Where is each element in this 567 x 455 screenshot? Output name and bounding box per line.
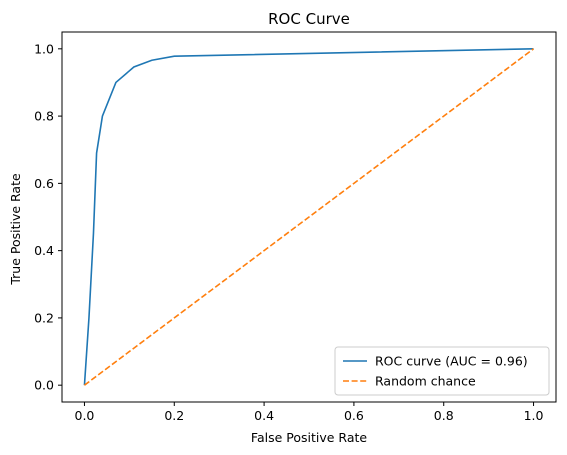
legend-entry-label: ROC curve (AUC = 0.96) — [375, 354, 528, 369]
y-tick-label: 1.0 — [34, 41, 54, 56]
y-axis-label: True Positive Rate — [8, 173, 23, 286]
axis-ticks: 0.0 0.2 0.4 0.6 0.8 1.0 0.0 0.2 0.4 0.6 0.8 1.0 — [34, 41, 543, 423]
x-tick-label: 0.4 — [254, 408, 274, 423]
legend-box — [334, 346, 550, 396]
y-tick-label: 0.6 — [34, 176, 54, 191]
y-tick-label: 0.4 — [34, 243, 54, 258]
y-tick-label: 0.0 — [34, 378, 54, 393]
x-tick-label: 0.8 — [434, 408, 454, 423]
x-tick-label: 0.2 — [164, 408, 184, 423]
chart-title: ROC Curve — [268, 10, 350, 28]
random-chance-line — [83, 48, 535, 386]
y-tick-label: 0.2 — [34, 310, 54, 325]
legend: ROC curve (AUC = 0.96) Random chance — [334, 346, 550, 396]
y-tick-label: 0.8 — [34, 109, 54, 124]
x-tick-label: 1.0 — [524, 408, 544, 423]
plot-area — [61, 31, 557, 403]
x-axis-label: False Positive Rate — [251, 430, 367, 445]
x-tick-label: 0.6 — [344, 408, 364, 423]
legend-entry-label: Random chance — [375, 374, 476, 389]
plot-frame — [61, 31, 557, 403]
roc-curve-line — [83, 48, 534, 386]
x-tick-label: 0.0 — [75, 408, 95, 423]
